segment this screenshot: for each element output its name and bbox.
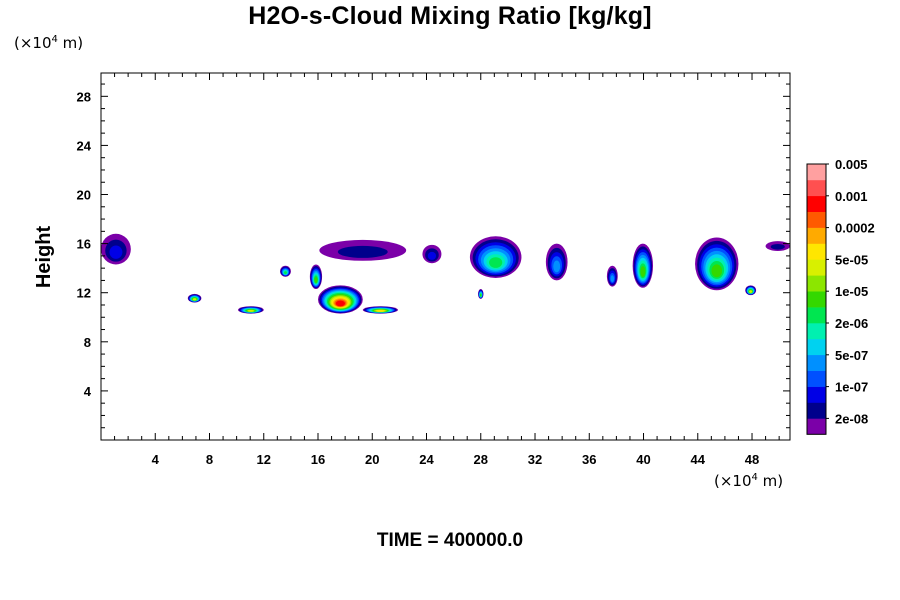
cloud-contour bbox=[489, 257, 503, 268]
colorbar-label: 1e-05 bbox=[835, 284, 868, 299]
colorbar-label: 1e-07 bbox=[835, 380, 868, 395]
cloud-patch bbox=[606, 265, 618, 287]
colorbar-swatch bbox=[807, 179, 826, 197]
cloud-patch bbox=[362, 306, 399, 314]
colorbar-swatch bbox=[807, 418, 826, 435]
x-axis: 4 8 12 16 20 24 28 32 36 40 44 48 bbox=[114, 73, 780, 467]
cloud-contour bbox=[640, 266, 646, 277]
colorbar-label: 2e-08 bbox=[835, 411, 868, 426]
colorbar-swatch bbox=[807, 354, 826, 371]
colorbar-label: 0.001 bbox=[835, 189, 868, 204]
cloud-patches-layer bbox=[101, 233, 791, 314]
cloud-patch bbox=[632, 243, 654, 288]
colorbar-swatch bbox=[807, 323, 826, 340]
colorbar: 2e-08 1e-07 5e-07 2e-06 1e-05 5e-05 0.0002 0.00… bbox=[806, 157, 875, 435]
x-tick-label: 16 bbox=[311, 452, 325, 467]
y-axis-label: Height bbox=[33, 226, 55, 289]
plot-area-frame bbox=[100, 72, 791, 441]
cloud-patch bbox=[765, 241, 791, 251]
y-tick-label: 16 bbox=[77, 237, 91, 252]
cloud-contour bbox=[770, 243, 785, 250]
x-tick-label: 4 bbox=[152, 452, 160, 467]
colorbar-swatch bbox=[807, 275, 826, 292]
cloud-contour bbox=[427, 251, 437, 260]
colorbar-label: 0.005 bbox=[835, 157, 868, 172]
colorbar-label: 5e-07 bbox=[835, 348, 868, 363]
cloud-contour bbox=[335, 300, 346, 307]
colorbar-swatch bbox=[807, 164, 826, 181]
x-tick-label: 48 bbox=[745, 452, 759, 467]
cloud-contour bbox=[109, 245, 123, 259]
cloud-contour bbox=[337, 245, 388, 258]
colorbar-swatch bbox=[807, 338, 826, 356]
colorbar-swatch bbox=[807, 402, 826, 419]
y-tick-label: 4 bbox=[84, 384, 92, 399]
cloud-patch bbox=[745, 285, 757, 296]
cloud-patch bbox=[545, 243, 568, 281]
cloud-contour bbox=[553, 260, 561, 273]
y-tick-label: 24 bbox=[77, 138, 92, 153]
cloud-contour bbox=[376, 310, 385, 312]
cloud-patch bbox=[318, 285, 363, 314]
cloud-contour bbox=[284, 271, 287, 275]
cloud-contour bbox=[749, 290, 752, 293]
cloud-patch bbox=[422, 244, 442, 264]
x-tick-label: 24 bbox=[419, 452, 434, 467]
colorbar-swatch bbox=[807, 259, 826, 276]
time-label: TIME = 400000.0 bbox=[376, 530, 524, 551]
cloud-patch bbox=[237, 306, 264, 314]
cloud-patch bbox=[101, 233, 131, 265]
y-tick-label: 8 bbox=[84, 335, 91, 350]
cloud-patch bbox=[187, 293, 202, 303]
colorbar-label: 5e-05 bbox=[835, 252, 868, 267]
cloud-patch bbox=[695, 237, 739, 291]
colorbar-frame bbox=[806, 163, 827, 435]
x-tick-label: 32 bbox=[528, 452, 542, 467]
cloud-patch bbox=[280, 265, 291, 277]
cloud-patch bbox=[478, 289, 484, 299]
colorbar-swatch bbox=[807, 370, 826, 387]
y-axis-unit-label: (×104 m) bbox=[14, 34, 84, 52]
colorbar-swatch bbox=[807, 386, 826, 403]
colorbar-swatch bbox=[807, 291, 826, 308]
y-tick-label: 28 bbox=[77, 89, 91, 104]
cloud-contour bbox=[193, 298, 197, 301]
colorbar-label: 2e-06 bbox=[835, 316, 868, 331]
colorbar-swatch bbox=[807, 211, 826, 228]
cloud-patch bbox=[319, 239, 407, 261]
cloud-patch bbox=[309, 264, 323, 290]
cloud-patch bbox=[469, 236, 522, 278]
chart-title: H2O-s-Cloud Mixing Ratio [kg/kg] bbox=[248, 2, 652, 30]
y-tick-label: 20 bbox=[77, 188, 91, 203]
cloud-contour bbox=[610, 275, 615, 282]
colorbar-swatch bbox=[807, 243, 826, 260]
colorbar-swatch bbox=[807, 227, 826, 244]
x-tick-label: 20 bbox=[365, 452, 379, 467]
x-tick-label: 36 bbox=[582, 452, 596, 467]
x-tick-label: 28 bbox=[474, 452, 488, 467]
x-tick-label: 44 bbox=[691, 452, 706, 467]
cloud-contour bbox=[314, 276, 318, 283]
cloud-contour bbox=[247, 310, 254, 312]
x-axis-unit-label: (×104 m) bbox=[714, 472, 784, 490]
x-tick-label: 8 bbox=[206, 452, 213, 467]
cloud-contour bbox=[711, 264, 723, 278]
x-tick-label: 12 bbox=[257, 452, 271, 467]
y-axis: 4 8 12 16 20 24 28 bbox=[77, 83, 790, 429]
y-tick-label: 12 bbox=[77, 286, 91, 301]
cloud-contour bbox=[480, 294, 482, 297]
x-tick-label: 40 bbox=[636, 452, 650, 467]
colorbar-swatch bbox=[807, 195, 826, 212]
colorbar-swatch bbox=[807, 307, 826, 324]
colorbar-label: 0.0002 bbox=[835, 221, 875, 236]
